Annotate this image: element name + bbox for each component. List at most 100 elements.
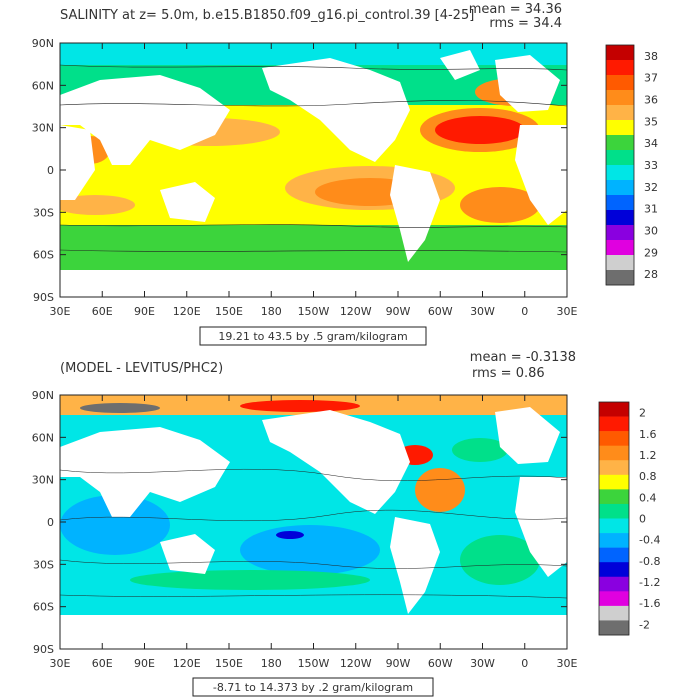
colorbar-swatch	[599, 474, 629, 490]
colorbar-swatch	[606, 180, 634, 196]
eurasia	[60, 75, 230, 165]
panel-title: (MODEL - LEVITUS/PHC2)	[60, 361, 223, 376]
colorbar-label: -1.6	[639, 597, 660, 610]
colorbar-swatch	[599, 591, 629, 607]
x-tick-label: 30E	[50, 657, 71, 670]
colorbar-label: -0.8	[639, 555, 660, 568]
colorbar-swatch	[599, 503, 629, 519]
colorbar-swatch	[606, 270, 634, 286]
colorbar-swatch	[599, 402, 629, 417]
mean-stat: mean = 34.36	[469, 2, 562, 17]
mean-stat: mean = -0.3138	[470, 350, 576, 365]
contour-note-box	[192, 677, 434, 697]
colorbar-label: 30	[644, 224, 658, 237]
y-tick-label: 60S	[33, 601, 54, 614]
difference-panel: (MODEL - LEVITUS/PHC2) mean = -0.3138 rm…	[32, 350, 660, 697]
map-area	[60, 395, 567, 649]
x-tick-label: 150E	[215, 657, 243, 670]
colorbar-frame	[598, 401, 630, 636]
colorbar-label: -2	[639, 618, 650, 631]
colorbar-swatch	[599, 533, 629, 548]
southern-ocean-band	[60, 225, 567, 270]
colorbar-label: 0	[639, 513, 646, 526]
indian-fresh	[60, 495, 170, 555]
salinity-panel: SALINITY at z= 5.0m, b.e15.B1850.f09_g16…	[32, 2, 658, 346]
y-axis: 90N 60N 30N 0 30S 60S 90S	[32, 37, 567, 304]
south-atlantic-anomaly	[460, 535, 540, 585]
africa-east	[60, 125, 95, 200]
y-tick-label: 60N	[32, 431, 54, 444]
colorbar-swatch	[599, 620, 629, 636]
colorbar-swatch	[606, 195, 634, 211]
y-tick-label: 30S	[33, 206, 54, 219]
colorbar-swatch	[606, 210, 634, 226]
x-tick-label: 30E	[557, 305, 578, 318]
y-tick-label: 90S	[33, 643, 54, 656]
x-tick-label: 60E	[92, 657, 113, 670]
eurasia	[60, 427, 230, 517]
rms-stat: rms = 34.4	[489, 16, 562, 31]
colorbar-swatch	[606, 105, 634, 121]
colorbar-swatch	[599, 562, 629, 578]
colorbar: 2 1.6 1.2 0.8 0.4 0 -0.4 -0.8 -1.2 -1.6 -2	[598, 401, 660, 636]
y-tick-label: 60S	[33, 249, 54, 262]
colorbar-label: -1.2	[639, 576, 660, 589]
x-tick-label: 120E	[173, 657, 201, 670]
colorbar-swatch	[599, 547, 629, 563]
colorbar-label: 0.4	[639, 491, 657, 504]
colorbar-label: 0.8	[639, 470, 657, 483]
x-tick-label: 90E	[134, 305, 155, 318]
y-axis: 90N 60N 30N 0 30S 60S 90S	[32, 389, 567, 656]
x-tick-label: 120E	[173, 305, 201, 318]
colorbar-label: 29	[644, 246, 658, 259]
y-tick-label: 90N	[32, 37, 54, 50]
y-tick-label: 30S	[33, 558, 54, 571]
colorbar-swatch	[599, 460, 629, 476]
x-tick-label: 60E	[92, 305, 113, 318]
colorbar-label: 34	[644, 137, 658, 150]
x-tick-label: 30W	[470, 657, 495, 670]
y-tick-label: 0	[47, 516, 54, 529]
colorbar-label: 1.2	[639, 449, 657, 462]
x-tick-label: 180	[261, 657, 282, 670]
europe	[495, 407, 560, 464]
colorbar-swatch	[606, 225, 634, 241]
colorbar-label: -0.4	[639, 534, 660, 547]
x-tick-label: 150W	[298, 657, 330, 670]
x-tick-label: 0	[521, 305, 528, 318]
x-tick-label: 90E	[134, 657, 155, 670]
colorbar-swatch	[606, 120, 634, 136]
x-tick-label: 180	[261, 305, 282, 318]
caribbean-high	[415, 468, 465, 512]
x-tick-label: 0	[521, 657, 528, 670]
africa	[515, 125, 567, 225]
x-tick-label: 90W	[386, 657, 411, 670]
colorbar-swatch	[599, 605, 629, 621]
australia	[160, 182, 215, 222]
y-tick-label: 30N	[32, 474, 54, 487]
map-area	[60, 43, 567, 297]
colorbar-swatch	[599, 416, 629, 432]
colorbar: 38 37 36 35 34 33 32 31 30 29 28	[605, 44, 658, 286]
colorbar-swatch	[606, 150, 634, 166]
x-axis: 30E 60E 90E 120E 150E 180 150W 120W 90W 60W 30W 0 30…	[50, 43, 578, 318]
x-tick-label: 120W	[340, 657, 372, 670]
north-atlantic-core	[435, 116, 525, 144]
contour-note: -8.71 to 14.373 by .2 gram/kilogram	[213, 681, 413, 694]
colorbar-label: 35	[644, 115, 658, 128]
x-tick-label: 30E	[557, 657, 578, 670]
colorbar-label: 33	[644, 159, 658, 172]
colorbar-label: 31	[644, 203, 658, 216]
south-pacific-fresh	[240, 525, 380, 575]
x-tick-label: 150E	[215, 305, 243, 318]
y-tick-label: 90N	[32, 389, 54, 402]
y-tick-label: 30N	[32, 122, 54, 135]
x-tick-label: 90W	[386, 305, 411, 318]
x-tick-label: 120W	[340, 305, 372, 318]
x-tick-label: 60W	[428, 657, 453, 670]
colorbar-label: 32	[644, 181, 658, 194]
south-atlantic-high	[460, 187, 540, 223]
colorbar-swatch	[599, 431, 629, 446]
colorbar-swatch	[606, 165, 634, 181]
